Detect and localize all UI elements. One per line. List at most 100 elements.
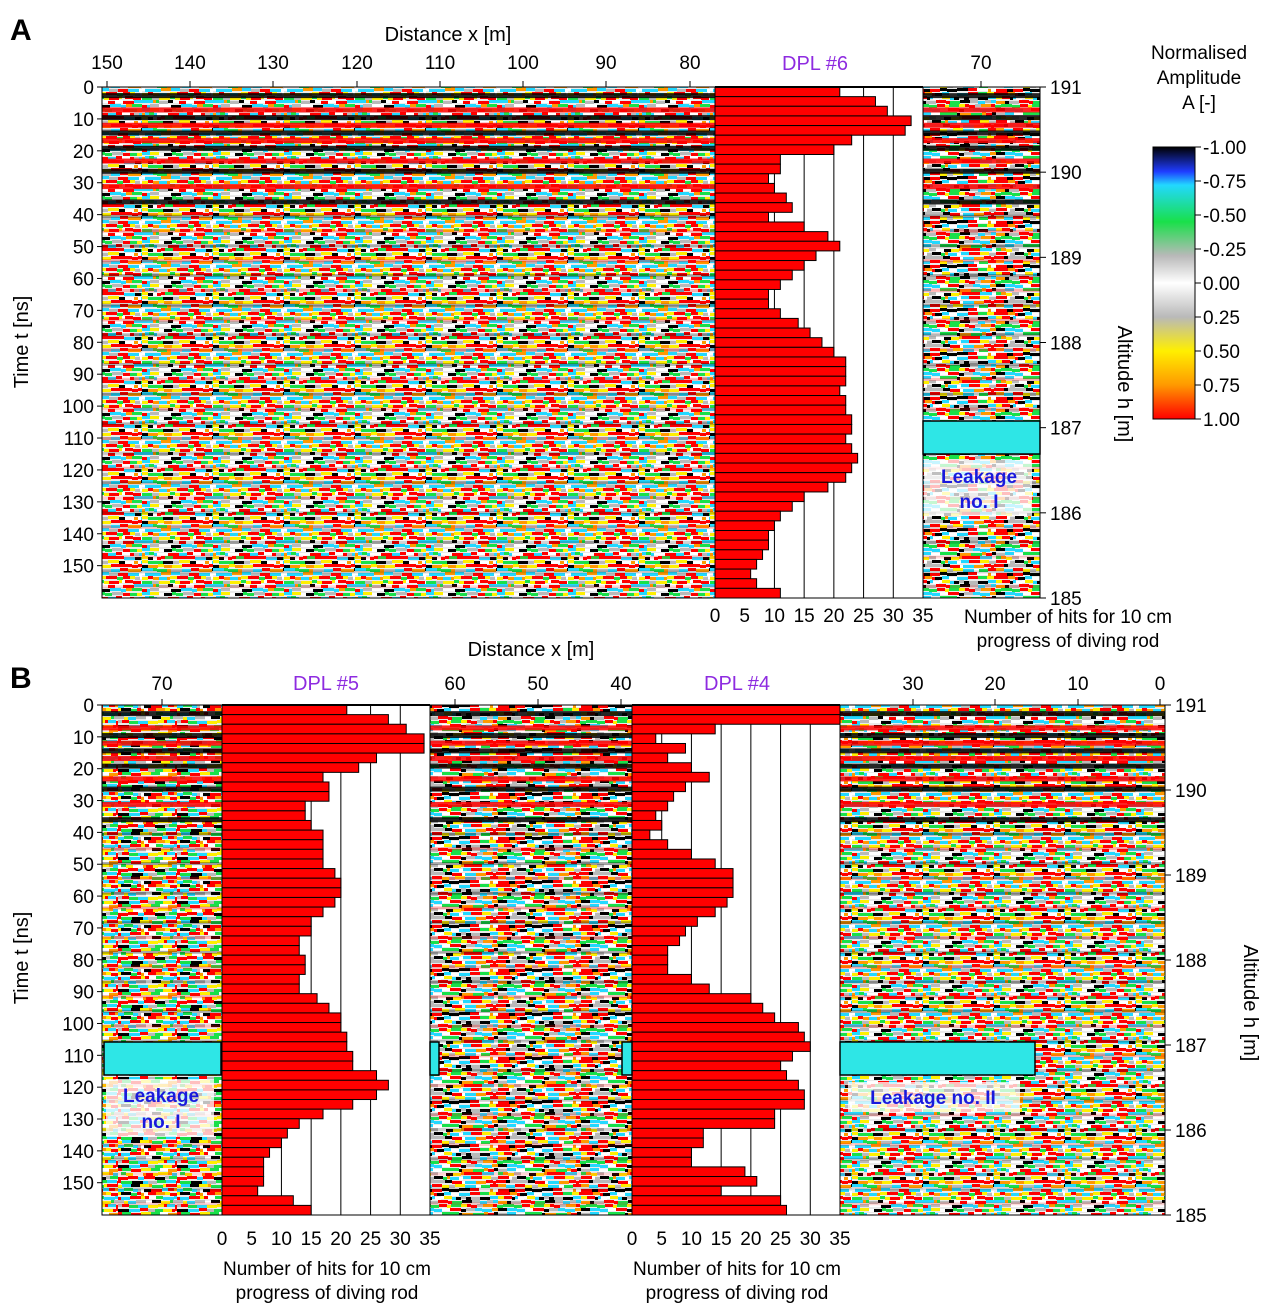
dpl-bar <box>631 877 734 889</box>
hits-tick-label: 10 <box>271 1229 292 1250</box>
dpl-bar <box>714 423 853 435</box>
dpl-bar <box>221 1118 300 1129</box>
colorbar-title-line2: Amplitude <box>1157 68 1242 89</box>
dpl-bar <box>221 733 425 744</box>
time-tick-label: 10 <box>73 728 94 749</box>
dpl-bar <box>631 935 681 947</box>
dpl-bar <box>631 1166 746 1178</box>
dpl-bar <box>631 896 728 908</box>
time-tick-label: 60 <box>73 887 94 908</box>
dpl-bar <box>221 877 342 889</box>
dpl-bar <box>714 86 841 98</box>
dpl-bar <box>631 925 686 937</box>
time-tick-label: 50 <box>73 238 94 259</box>
leakage-box-b3 <box>621 1041 633 1076</box>
dpl-bar <box>631 1099 805 1110</box>
time-tick-label: 100 <box>62 1014 94 1035</box>
dpl-bar <box>631 1185 722 1197</box>
leakage-label-a-line1: Leakage <box>941 467 1017 488</box>
colorbar-tick-label: -0.50 <box>1203 206 1246 227</box>
colorbar-title-line3: A [-] <box>1182 93 1216 114</box>
colorbar-tick-label: 1.00 <box>1203 410 1240 431</box>
altitude-tick-label: 189 <box>1175 866 1207 887</box>
time-tick-label: 150 <box>62 557 94 578</box>
dpl-bar <box>631 1176 758 1187</box>
distance-tick-label: 10 <box>1067 674 1088 695</box>
time-tick-label: 90 <box>73 983 94 1004</box>
dpl-bar <box>631 1127 704 1139</box>
distance-axis: 30 20 10 0 <box>902 674 1165 705</box>
radargram-a-left <box>101 86 716 599</box>
leakage-box-b4 <box>839 1041 1036 1076</box>
colorbar-tick-label: 0.50 <box>1203 342 1240 363</box>
dpl-bar <box>631 1079 799 1091</box>
dpl-bar <box>631 800 669 812</box>
time-axis: 0 10 20 30 40 50 60 70 80 90 100 110 120 130 140 150 <box>62 696 103 1205</box>
hits-tick-label: 15 <box>711 1229 732 1250</box>
dpl-bar <box>714 250 817 262</box>
dpl-bar <box>714 298 769 310</box>
dpl-bar <box>221 1012 342 1024</box>
dpl-bar <box>631 1012 776 1024</box>
dpl-bar <box>631 887 734 898</box>
hits-tick-label: 30 <box>800 1229 821 1250</box>
time-tick-label: 100 <box>62 397 94 418</box>
dpl-bar <box>631 733 657 744</box>
distance-tick-label: 130 <box>257 53 289 74</box>
dpl-bar <box>714 105 888 117</box>
dpl-bar <box>714 578 758 589</box>
distance-axis: 150 140 130 120 110 100 90 80 <box>91 53 701 87</box>
dpl-bar <box>631 771 710 783</box>
distance-tick-label: 80 <box>679 53 700 74</box>
altitude-axis: 191 190 189 188 187 186 185 <box>1039 78 1082 610</box>
dpl-bar <box>714 269 793 281</box>
dpl-4-chart: DPL #4 0 5 10 15 20 25 30 35 <box>627 673 851 1250</box>
dpl-bar <box>714 337 823 348</box>
altitude-tick-label: 191 <box>1175 696 1207 717</box>
dpl-bar <box>631 762 692 773</box>
dpl-bar <box>221 1041 348 1052</box>
dpl-bar <box>631 858 716 870</box>
time-tick-label: 20 <box>73 142 94 163</box>
hits-tick-label: 10 <box>681 1229 702 1250</box>
dpl-bar <box>714 501 793 512</box>
hits-tick-label: 0 <box>217 1229 228 1250</box>
distance-tick-label: 20 <box>984 674 1005 695</box>
hits-tick-label: 20 <box>330 1229 351 1250</box>
dpl-bar <box>631 1089 805 1101</box>
dpl-bar <box>714 317 799 329</box>
dpl-bar <box>631 1041 811 1052</box>
dpl-bar <box>631 954 669 966</box>
dpl-bar <box>631 714 841 725</box>
dpl-bar <box>631 1118 776 1129</box>
time-tick-label: 20 <box>73 760 94 781</box>
panel-label-a: A <box>10 14 32 47</box>
distance-axis: 60 50 40 <box>444 674 632 705</box>
dpl-bar <box>631 993 752 1004</box>
hits-axis-title-a-line2: progress of diving rod <box>977 631 1160 652</box>
hits-axis-title-a-line1: Number of hits for 10 cm <box>964 607 1172 628</box>
dpl-bar <box>631 1022 799 1033</box>
distance-tick-label: 100 <box>507 53 539 74</box>
colorbar: Normalised Amplitude A [-] -1.00 -0.75 -0.… <box>1151 43 1247 431</box>
distance-axis-title-a: Distance x [m] <box>385 24 512 46</box>
dpl-bar <box>221 839 324 850</box>
leakage-label-a-line2: no. I <box>959 492 998 513</box>
dpl-bar <box>221 829 324 841</box>
dpl-bar <box>631 1031 805 1043</box>
dpl-bar <box>714 385 841 397</box>
altitude-tick-label: 187 <box>1050 419 1082 440</box>
dpl-bar <box>714 481 829 493</box>
time-tick-label: 150 <box>62 1174 94 1195</box>
dpl-bar <box>631 704 841 716</box>
dpl-bar <box>221 858 324 870</box>
dpl-bar <box>631 1050 793 1062</box>
dpl-bar <box>714 433 847 445</box>
radargram-b-left <box>101 704 223 1216</box>
hits-tick-label: 10 <box>764 606 785 627</box>
hits-axis-title-b2-line1: Number of hits for 10 cm <box>633 1259 841 1280</box>
altitude-tick-label: 190 <box>1050 163 1082 184</box>
altitude-tick-label: 186 <box>1050 504 1082 525</box>
dpl-bar <box>714 452 859 464</box>
dpl-bar <box>221 1108 324 1120</box>
